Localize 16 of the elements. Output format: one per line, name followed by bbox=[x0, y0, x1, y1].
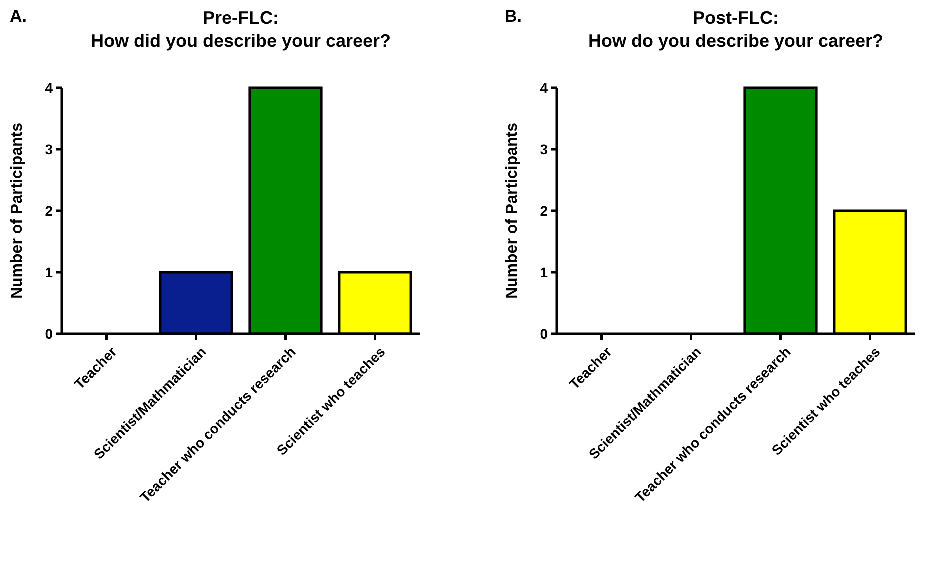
y-tick-label: 1 bbox=[45, 264, 54, 280]
y-tick-label: 4 bbox=[45, 80, 54, 96]
text: A. bbox=[10, 7, 27, 26]
y-tick-label: 0 bbox=[45, 326, 54, 342]
y-tick-label: 4 bbox=[540, 80, 548, 96]
y-tick-label: 2 bbox=[45, 202, 54, 219]
text: B. bbox=[505, 7, 522, 26]
y-tick-label: 1 bbox=[540, 264, 548, 280]
y-axis-title: Number of Participants bbox=[9, 122, 26, 300]
chart-title: Pre-FLC: How did you describe your career? bbox=[90, 8, 392, 51]
y-tick-label: 3 bbox=[45, 141, 54, 158]
y-tick-label: 3 bbox=[540, 141, 548, 158]
y-axis-title: Number of Participants bbox=[504, 122, 521, 300]
chart-title: Post-FLC: How do you describe your career? bbox=[588, 8, 884, 51]
y-tick-label: 0 bbox=[540, 326, 548, 342]
y-tick-label: 2 bbox=[540, 202, 548, 219]
